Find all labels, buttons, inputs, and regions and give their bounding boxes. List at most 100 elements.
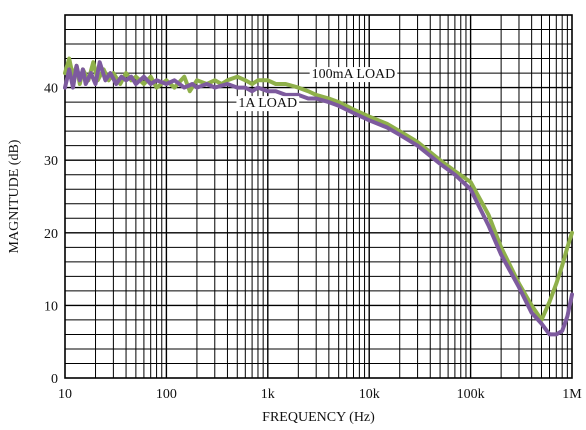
data-point	[196, 87, 198, 89]
data-point	[251, 83, 253, 85]
data-point	[571, 293, 573, 296]
data-point	[165, 79, 167, 81]
data-point	[150, 83, 152, 85]
data-point	[173, 79, 175, 81]
data-point	[518, 286, 520, 288]
data-point	[196, 79, 198, 81]
data-point	[72, 87, 74, 89]
data-point	[226, 79, 228, 81]
data-point	[555, 333, 557, 335]
data-point	[92, 61, 94, 63]
data-point	[156, 79, 158, 81]
data-point	[244, 79, 246, 81]
data-point	[275, 90, 277, 92]
data-point	[561, 264, 563, 267]
data-point	[399, 134, 401, 136]
data-point	[500, 254, 502, 256]
data-point	[566, 246, 569, 248]
data-point	[189, 90, 191, 92]
data-point	[399, 130, 401, 132]
data-point	[285, 94, 287, 96]
data-point	[548, 301, 551, 303]
data-point	[173, 87, 175, 89]
data-point	[90, 72, 92, 74]
data-point	[165, 83, 167, 85]
data-point	[130, 76, 132, 78]
data-point	[386, 126, 388, 129]
data-point	[143, 76, 145, 78]
data-point	[125, 72, 127, 74]
data-point	[251, 90, 253, 92]
data-point	[338, 105, 340, 107]
data-point	[183, 87, 185, 89]
data-point	[470, 188, 472, 190]
y-tick-label: 30	[44, 154, 58, 169]
data-point	[79, 79, 81, 81]
y-tick-label: 40	[44, 82, 58, 97]
data-point	[79, 83, 81, 85]
data-point	[244, 87, 246, 89]
y-axis-title: MAGNITUDE (dB)	[7, 139, 22, 253]
data-point	[328, 97, 330, 100]
data-point	[439, 159, 441, 161]
data-point	[115, 83, 117, 85]
data-point	[112, 72, 114, 74]
data-point	[454, 174, 456, 176]
y-tick-label: 10	[44, 299, 58, 314]
series-line	[63, 56, 574, 322]
data-point	[531, 312, 533, 314]
data-point	[143, 83, 145, 85]
data-point	[352, 112, 355, 114]
x-tick-label: 10	[58, 387, 72, 402]
series-label-background	[309, 67, 398, 83]
series-label-100ma-load: 100mA LOAD	[312, 67, 396, 82]
series-layer	[63, 56, 574, 337]
data-point	[109, 72, 111, 74]
series-1a-load	[63, 60, 574, 337]
x-tick-label: 10k	[359, 387, 380, 402]
data-point	[206, 83, 208, 85]
data-point	[236, 76, 238, 78]
data-point	[214, 87, 216, 89]
annotation-layer: 100mA LOAD 1A LOAD	[236, 67, 398, 112]
plot-frame	[64, 14, 573, 379]
data-point	[338, 101, 340, 103]
data-point	[214, 79, 216, 81]
data-point	[540, 319, 543, 321]
data-point	[307, 97, 309, 100]
data-point	[76, 65, 78, 67]
data-point	[386, 123, 388, 125]
data-point	[125, 79, 127, 81]
data-point	[368, 119, 370, 121]
y-tick-label: 20	[44, 227, 58, 242]
data-point	[417, 141, 419, 143]
series-label-background	[236, 96, 300, 112]
data-point	[297, 94, 299, 96]
data-point	[236, 87, 238, 89]
data-point	[94, 83, 97, 85]
data-point	[135, 76, 137, 78]
x-tick-label: 100	[156, 387, 177, 402]
data-point	[68, 68, 70, 70]
data-point	[540, 323, 543, 325]
data-point	[183, 76, 185, 78]
series-line	[63, 60, 574, 337]
data-point	[191, 83, 193, 85]
data-point	[548, 333, 551, 335]
data-point	[500, 246, 502, 248]
data-point	[104, 79, 106, 81]
x-tick-label: 1k	[261, 387, 275, 402]
series-label-1a-load: 1A LOAD	[238, 96, 297, 111]
data-point	[555, 283, 557, 285]
data-point	[275, 83, 277, 85]
data-point	[267, 90, 269, 92]
data-point	[315, 94, 317, 96]
data-point	[285, 83, 287, 85]
data-point	[108, 79, 110, 81]
data-point	[85, 83, 87, 85]
data-point	[470, 181, 472, 183]
data-point	[257, 79, 259, 81]
x-tick-label: 100k	[457, 387, 485, 402]
